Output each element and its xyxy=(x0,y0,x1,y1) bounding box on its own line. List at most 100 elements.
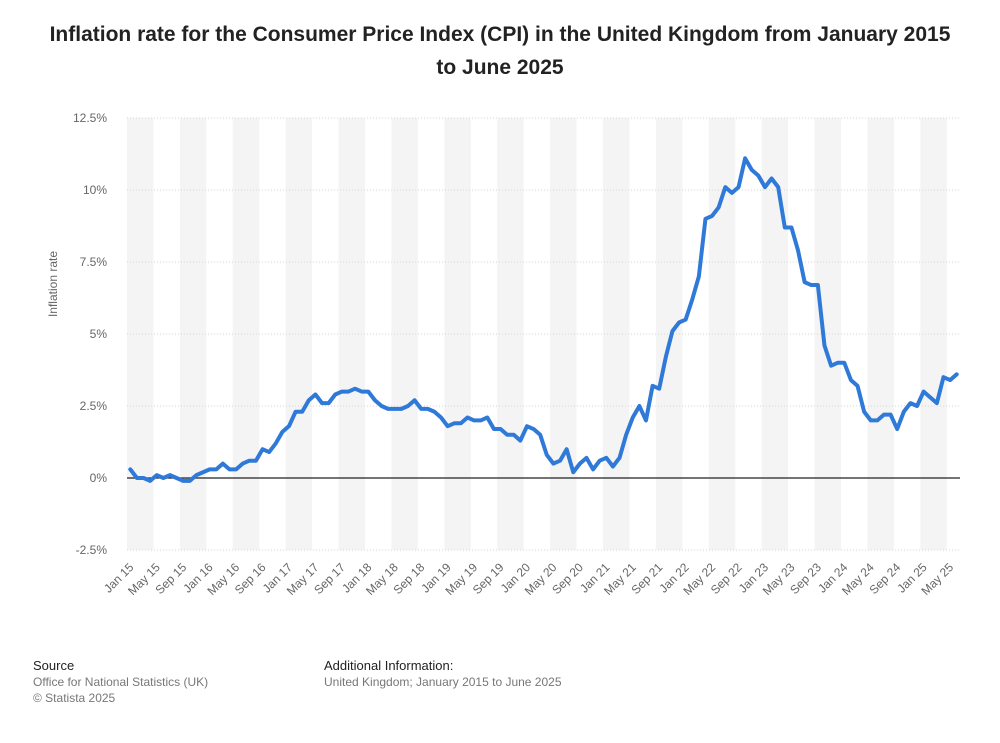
data-point xyxy=(215,468,218,471)
data-point xyxy=(929,396,932,399)
data-point xyxy=(850,379,852,381)
data-point xyxy=(823,344,826,347)
data-point xyxy=(222,462,224,465)
data-point xyxy=(949,379,951,381)
info-heading: Additional Information: xyxy=(324,658,454,673)
chart-title: Inflation rate for the Consumer Price In… xyxy=(49,23,951,79)
data-point xyxy=(427,408,429,410)
data-point xyxy=(195,474,198,476)
y-tick-label: 10% xyxy=(83,183,107,197)
y-tick-label: -2.5% xyxy=(76,543,108,557)
y-axis-ticks: -2.5% 0% 2.5% 5% 7.5% 10% 12.5% xyxy=(73,111,107,557)
data-point xyxy=(665,356,667,358)
plot-band xyxy=(550,118,577,550)
plot-band xyxy=(920,118,947,550)
data-point xyxy=(420,408,422,410)
data-point xyxy=(268,451,270,453)
data-point xyxy=(869,419,872,422)
data-point xyxy=(499,428,502,430)
plot-band xyxy=(497,118,524,550)
data-point xyxy=(149,480,151,482)
data-point xyxy=(327,402,330,404)
data-point xyxy=(466,416,469,419)
data-point xyxy=(274,442,277,445)
data-point xyxy=(903,410,905,413)
data-point xyxy=(208,468,211,471)
data-point xyxy=(460,422,462,425)
data-point xyxy=(678,321,680,324)
source-block: Source Office for National Statistics (U… xyxy=(33,658,208,706)
data-point xyxy=(241,462,244,465)
source-line: Office for National Statistics (UK) xyxy=(33,675,209,689)
data-point xyxy=(354,387,356,390)
data-point xyxy=(453,422,456,425)
data-point xyxy=(856,385,859,387)
gridlines xyxy=(127,117,960,551)
y-tick-label: 5% xyxy=(90,327,108,341)
data-point xyxy=(347,390,350,393)
data-point xyxy=(737,186,740,188)
data-point xyxy=(393,408,396,410)
data-point xyxy=(248,459,251,462)
data-point xyxy=(671,330,674,332)
data-point xyxy=(374,399,376,402)
data-point xyxy=(598,459,601,462)
data-point xyxy=(658,387,660,390)
data-point xyxy=(909,402,912,404)
data-point xyxy=(400,408,403,410)
data-point xyxy=(711,215,713,217)
data-point xyxy=(308,399,310,402)
data-point xyxy=(512,434,515,436)
data-point xyxy=(281,431,284,433)
data-point xyxy=(585,457,588,459)
data-point xyxy=(182,480,184,482)
data-point xyxy=(836,362,839,364)
data-point xyxy=(843,362,846,364)
data-point xyxy=(797,249,799,252)
data-point xyxy=(612,465,614,468)
data-point xyxy=(750,169,753,171)
data-point xyxy=(777,186,779,188)
data-point xyxy=(486,416,489,419)
data-point xyxy=(380,405,383,407)
data-point xyxy=(552,462,555,465)
data-point xyxy=(942,376,945,379)
data-point xyxy=(889,413,892,416)
data-point xyxy=(413,399,416,402)
data-point xyxy=(830,364,832,367)
data-point xyxy=(579,462,581,465)
data-point xyxy=(446,425,449,427)
data-point xyxy=(433,410,436,413)
plot-band xyxy=(232,118,260,550)
data-point xyxy=(896,428,898,430)
data-point xyxy=(493,428,495,430)
data-point xyxy=(631,416,634,419)
data-point xyxy=(519,439,522,442)
data-point xyxy=(936,402,938,404)
data-point xyxy=(387,408,389,410)
data-point xyxy=(532,428,535,430)
data-point xyxy=(618,457,621,459)
data-point xyxy=(638,405,641,407)
source-heading: Source xyxy=(33,658,75,673)
data-point xyxy=(724,186,727,188)
data-point xyxy=(407,405,409,407)
data-point xyxy=(189,480,191,482)
data-point xyxy=(810,284,813,286)
data-point xyxy=(592,468,594,471)
data-point xyxy=(162,477,165,479)
plot-band xyxy=(814,118,841,550)
data-point xyxy=(784,226,786,229)
data-point xyxy=(169,474,171,476)
data-point xyxy=(691,298,694,301)
y-tick-label: 2.5% xyxy=(80,399,108,413)
series-line xyxy=(128,156,959,483)
data-point xyxy=(506,434,508,436)
data-point xyxy=(129,468,132,471)
info-block: Additional Information: United Kingdom; … xyxy=(324,658,562,690)
plot-band xyxy=(655,118,683,550)
y-axis-title: Inflation rate xyxy=(46,251,60,317)
plot-band xyxy=(391,118,418,550)
